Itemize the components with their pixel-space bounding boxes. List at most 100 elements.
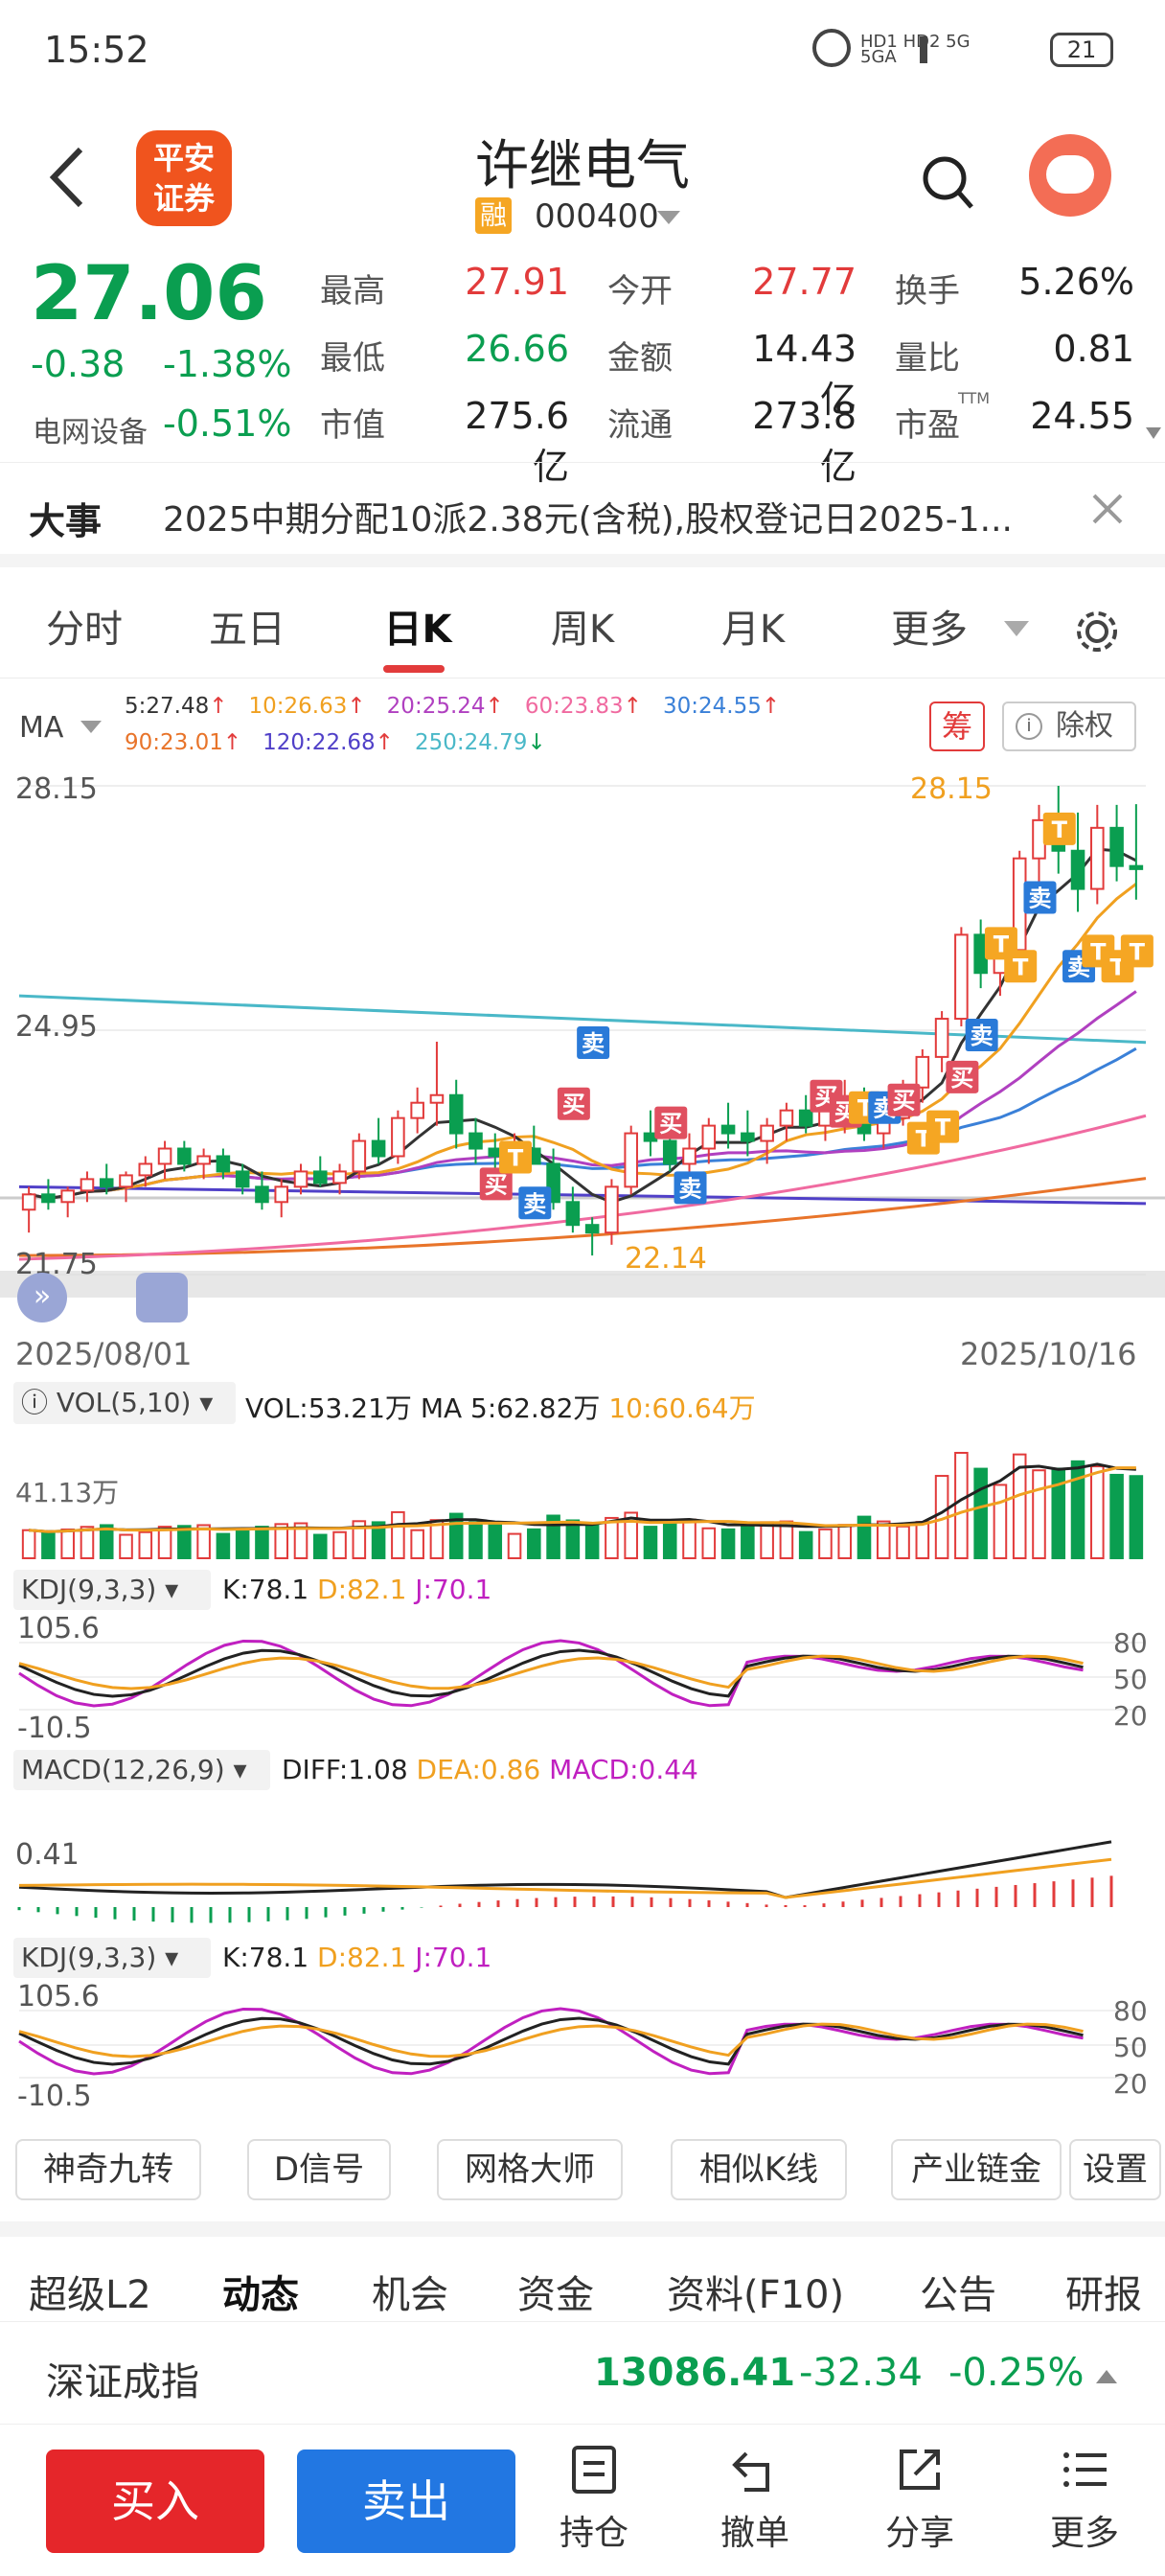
candle [624, 1132, 638, 1188]
expand-left-icon[interactable]: » [17, 1273, 67, 1322]
candle [741, 1132, 755, 1142]
ma-selector[interactable]: MA [19, 711, 64, 745]
volume-bar [605, 1516, 619, 1559]
undo-icon [732, 2451, 769, 2492]
tool-grid-master[interactable]: 网格大师 [437, 2139, 623, 2200]
volume-bar [857, 1515, 872, 1559]
candle [760, 1124, 774, 1142]
share-icon [900, 2450, 940, 2490]
event-bar[interactable]: 大事 2025中期分配10派2.38元(含税),股权登记日2025-1... [0, 462, 1165, 567]
tab-opportunity[interactable]: 机会 [372, 2273, 448, 2317]
stat-value: 27.91 [465, 261, 569, 303]
candle [954, 933, 969, 1021]
tab-weekly-k[interactable]: 周K [550, 608, 615, 652]
tab-announcement[interactable]: 公告 [920, 2273, 996, 2317]
vol-value: VOL:53.21万 [245, 1392, 412, 1424]
macd-chart[interactable] [0, 1794, 1165, 1928]
tool-magic-nine[interactable]: 神奇九转 [15, 2139, 201, 2200]
volume-bar [527, 1528, 541, 1560]
volume-chart[interactable] [0, 1428, 1165, 1562]
tab-funds[interactable]: 资金 [517, 2273, 594, 2317]
candle [662, 1139, 677, 1165]
tool-similar-kline[interactable]: 相似K线 [671, 2139, 847, 2200]
tool-d-signal[interactable]: D信号 [247, 2139, 391, 2200]
kdj2-chart[interactable] [0, 1982, 1165, 2106]
event-text: 2025中期分配10派2.38元(含税),股权登记日2025-1... [163, 500, 1013, 540]
fullscreen-icon[interactable] [136, 1273, 188, 1322]
buy-button[interactable]: 买入 [46, 2450, 264, 2553]
candle [410, 1101, 424, 1119]
kdj2-indicator-selector[interactable]: KDJ(9,3,3) ▾ [13, 1938, 211, 1978]
sell-button[interactable]: 卖出 [297, 2450, 515, 2553]
trade-signal-marker: 卖 [965, 1018, 998, 1051]
holdings-button[interactable]: 持仓 [556, 2444, 632, 2555]
back-icon[interactable] [48, 146, 86, 209]
tab-super-l2[interactable]: 超级L2 [29, 2273, 151, 2317]
candle [60, 1189, 75, 1204]
volume-bar [1109, 1473, 1124, 1559]
vol-axis-label: 41.13万 [15, 1477, 120, 1508]
ex-right-button[interactable]: i 除权 [1002, 702, 1136, 751]
search-icon[interactable] [920, 153, 977, 215]
macd-legend: DIFF:1.08 DEA:0.86 MACD:0.44 [282, 1754, 698, 1785]
tool-settings[interactable]: 设置 [1069, 2139, 1161, 2200]
candle [1070, 849, 1085, 890]
candle [332, 1170, 347, 1184]
candle [682, 1147, 697, 1165]
volume-bar [741, 1526, 755, 1559]
candle [119, 1174, 133, 1188]
cancel-order-button[interactable]: 撤单 [717, 2444, 793, 2555]
tab-monthly-k[interactable]: 月K [720, 608, 786, 652]
close-icon[interactable] [1090, 492, 1125, 526]
tab-research[interactable]: 研报 [1065, 2273, 1142, 2317]
tab-f10[interactable]: 资料(F10) [667, 2273, 845, 2317]
kdj-indicator-selector[interactable]: KDJ(9,3,3) ▾ [13, 1570, 211, 1610]
stat-label: 市值 [320, 406, 385, 445]
tab-intraday[interactable]: 分时 [46, 608, 123, 652]
index-value: 13086.41 [594, 2351, 796, 2395]
more-button[interactable]: 更多 [1046, 2444, 1123, 2555]
share-button[interactable]: 分享 [881, 2444, 958, 2555]
code-dropdown-icon[interactable] [657, 211, 680, 226]
tab-news[interactable]: 动态 [222, 2273, 299, 2317]
ma-legend-item: 5:27.48↑ [125, 694, 228, 719]
candle [99, 1178, 114, 1188]
chip-distribution-button[interactable]: 筹 [929, 702, 985, 751]
stat-label: 量比 [895, 339, 960, 378]
tab-more[interactable]: 更多 [891, 608, 968, 652]
stat-value: 26.66 [465, 328, 569, 370]
period-tabs: 分时 五日 日K 周K 月K 更多 [0, 581, 1165, 678]
more-dropdown-icon[interactable] [1004, 621, 1029, 638]
kdj-j-line [18, 1639, 1084, 1708]
menu-icon [1063, 2452, 1107, 2487]
svg-text:T: T [508, 1144, 524, 1171]
volume-bar [255, 1526, 269, 1559]
gear-icon[interactable] [1073, 608, 1121, 656]
kdj-legend: K:78.1 D:82.1 J:70.1 [222, 1574, 492, 1605]
volume-bar [701, 1527, 717, 1559]
tab-five-day[interactable]: 五日 [209, 608, 286, 652]
kdj-chart[interactable] [0, 1614, 1165, 1738]
ma-dropdown-icon[interactable] [80, 721, 102, 734]
macd-dea-line [18, 1857, 1112, 1899]
sector-label[interactable]: 电网设备 [33, 416, 148, 449]
expand-up-icon[interactable] [1096, 2368, 1117, 2383]
tab-daily-k[interactable]: 日K [383, 608, 452, 652]
volume-bar [80, 1526, 95, 1559]
macd-indicator-selector[interactable]: MACD(12,26,9) ▾ [13, 1750, 270, 1790]
candle [391, 1116, 405, 1158]
trade-signal-marker: 买 [479, 1167, 513, 1201]
index-ticker[interactable]: 深证成指 13086.41 -32.34 -0.25% [0, 2321, 1165, 2425]
vol-indicator-selector[interactable]: ⓘ VOL(5,10) ▾ [13, 1382, 236, 1424]
candle [255, 1185, 269, 1204]
volume-bar [293, 1522, 308, 1559]
tool-industry-chain[interactable]: 产业链金 [891, 2139, 1062, 2200]
stat-value: 24.55 [1030, 395, 1134, 437]
volume-bar [371, 1521, 386, 1560]
volume-bar [99, 1524, 114, 1559]
kdj-k-line [18, 2016, 1084, 2066]
candle [177, 1147, 192, 1165]
assistant-avatar[interactable] [1029, 134, 1111, 217]
max-price-mark: 28.15 [910, 772, 993, 806]
